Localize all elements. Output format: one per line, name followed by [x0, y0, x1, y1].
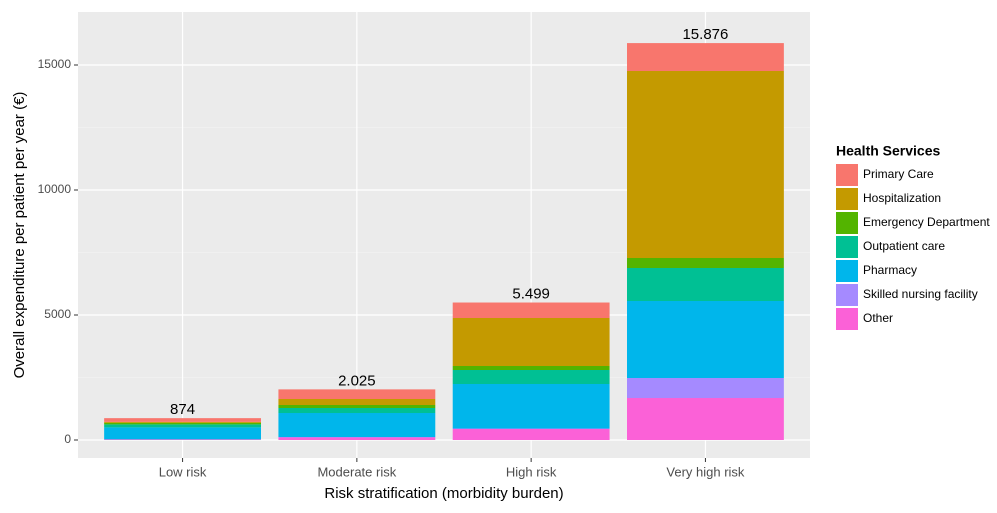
- bar-segment: [627, 258, 784, 268]
- legend-label: Pharmacy: [863, 263, 917, 277]
- bar-segment: [104, 422, 261, 423]
- y-tick-label: 10000: [38, 182, 72, 196]
- bar-segment: [278, 389, 435, 399]
- total-label: 874: [170, 401, 195, 418]
- legend-label: Emergency Department: [863, 215, 990, 229]
- legend-key: [836, 308, 858, 330]
- x-tick-label: Low risk: [159, 464, 207, 479]
- legend-key: [836, 164, 858, 186]
- bar-segment: [104, 427, 261, 439]
- bar-segment: [278, 438, 435, 441]
- bar-segment: [627, 301, 784, 378]
- bar-segment: [278, 408, 435, 413]
- bar-segment: [104, 418, 261, 422]
- legend-key: [836, 212, 858, 234]
- bar-segment: [453, 366, 610, 370]
- bar-segment: [278, 437, 435, 438]
- total-label: 15.876: [682, 26, 728, 43]
- total-label: 5.499: [512, 285, 550, 302]
- legend-title: Health Services: [836, 143, 940, 159]
- x-axis-label: Risk stratification (morbidity burden): [324, 485, 563, 502]
- x-tick-label: Very high risk: [666, 464, 745, 479]
- bar-segment: [627, 43, 784, 71]
- bar-segment: [627, 71, 784, 258]
- x-tick-label: Moderate risk: [317, 464, 396, 479]
- legend-key: [836, 188, 858, 210]
- legend-label: Hospitalization: [863, 191, 941, 205]
- y-axis-label: Overall expenditure per patient per year…: [11, 92, 28, 379]
- x-tick-label: High risk: [506, 464, 557, 479]
- y-tick-label: 0: [64, 432, 71, 446]
- legend-key: [836, 236, 858, 258]
- legend-key: [836, 260, 858, 282]
- legend-label: Skilled nursing facility: [863, 287, 978, 301]
- bar-segment: [278, 405, 435, 408]
- bar-segment: [453, 303, 610, 318]
- bar-segment: [104, 423, 261, 425]
- bar-segment: [453, 429, 610, 440]
- y-tick-label: 15000: [38, 57, 72, 71]
- total-label: 2.025: [338, 372, 376, 389]
- bar-segment: [278, 399, 435, 405]
- legend-label: Outpatient care: [863, 239, 945, 253]
- bar-segment: [453, 370, 610, 384]
- bar-segment: [627, 378, 784, 398]
- bar-segment: [453, 384, 610, 429]
- bar-segment: [278, 413, 435, 437]
- bar-segment: [453, 318, 610, 366]
- bar-segment: [104, 440, 261, 441]
- bar-segment: [104, 424, 261, 427]
- legend-key: [836, 284, 858, 306]
- bar-segment: [627, 398, 784, 440]
- legend-label: Primary Care: [863, 167, 934, 181]
- bar-segment: [453, 429, 610, 430]
- bar-segment: [627, 268, 784, 301]
- legend-label: Other: [863, 311, 893, 325]
- y-tick-label: 5000: [44, 307, 71, 321]
